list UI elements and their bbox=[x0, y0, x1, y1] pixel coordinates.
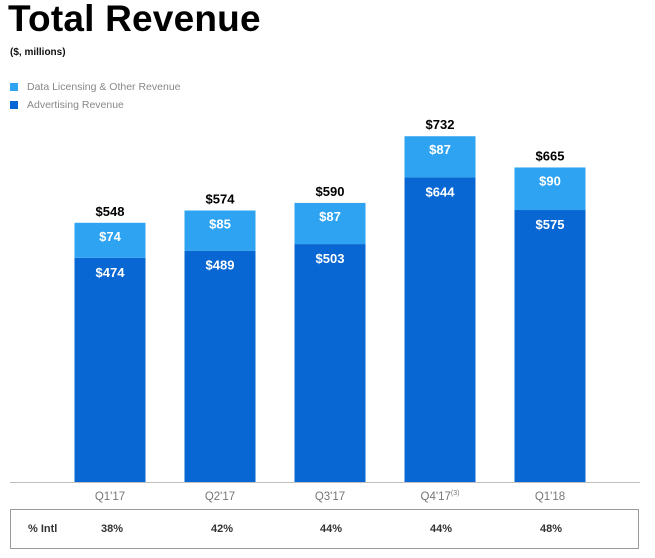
bar-advertising-q3-17 bbox=[294, 244, 366, 482]
label-advertising-q2-17: $489 bbox=[206, 258, 235, 273]
chart-legend: Data Licensing & Other Revenue Advertisi… bbox=[10, 78, 181, 114]
label-total-q1-18: $665 bbox=[536, 148, 565, 163]
x-tick-q3-17: Q3'17 bbox=[315, 491, 345, 503]
label-data-licensing-q1-18: $90 bbox=[539, 173, 561, 188]
label-data-licensing-q4-17: $87 bbox=[429, 142, 451, 157]
label-data-licensing-q2-17: $85 bbox=[209, 216, 231, 231]
x-tick-q1-18: Q1'18 bbox=[535, 491, 565, 503]
label-advertising-q4-17: $644 bbox=[426, 184, 456, 199]
bar-data-licensing-q1-17 bbox=[74, 222, 146, 258]
label-total-q1-17: $548 bbox=[96, 204, 125, 219]
x-tick-footnote-q4-17: (3) bbox=[451, 490, 460, 497]
label-data-licensing-q3-17: $87 bbox=[319, 209, 341, 224]
x-tick-q4-17: Q4'17(3) bbox=[421, 490, 460, 503]
x-tick-q2-17: Q2'17 bbox=[205, 491, 235, 503]
page-title: Total Revenue bbox=[8, 0, 261, 39]
bar-advertising-q2-17 bbox=[184, 250, 256, 482]
intl-value-q1-18: 48% bbox=[539, 523, 563, 535]
label-total-q4-17: $732 bbox=[426, 117, 455, 132]
label-advertising-q1-17: $474 bbox=[96, 265, 126, 280]
bar-data-licensing-q3-17 bbox=[294, 202, 366, 245]
bar-advertising-q4-17 bbox=[404, 177, 476, 482]
intl-value-q3-17: 44% bbox=[319, 523, 343, 535]
intl-value-q1-17: 38% bbox=[100, 523, 124, 535]
legend-swatch-advertising bbox=[10, 101, 18, 109]
revenue-bar-chart: $474 $74 $548 Q1'17 $489 $85 $574 Q2'17 $503 $87 $… bbox=[10, 117, 640, 503]
legend-item-advertising: Advertising Revenue bbox=[10, 96, 181, 114]
bar-advertising-q1-18 bbox=[514, 210, 586, 482]
intl-value-q2-17: 42% bbox=[210, 523, 234, 535]
legend-label-advertising: Advertising Revenue bbox=[27, 99, 124, 111]
x-tick-q1-17: Q1'17 bbox=[95, 491, 125, 503]
label-total-q2-17: $574 bbox=[206, 191, 236, 206]
bar-data-licensing-q2-17 bbox=[184, 210, 256, 251]
bar-data-licensing-q4-17 bbox=[404, 136, 476, 178]
intl-value-q4-17: 44% bbox=[429, 523, 453, 535]
legend-swatch-data-licensing bbox=[10, 83, 18, 91]
intl-row-label: % Intl bbox=[28, 523, 58, 535]
intl-percentage-row: % Intl 38% 42% 44% 44% 48% bbox=[10, 509, 639, 549]
bar-advertising-q1-17 bbox=[74, 257, 146, 482]
label-total-q3-17: $590 bbox=[316, 184, 345, 199]
label-advertising-q1-18: $575 bbox=[536, 217, 565, 232]
bar-data-licensing-q1-18 bbox=[514, 167, 586, 211]
units-subtitle: ($, millions) bbox=[10, 47, 66, 58]
legend-label-data-licensing: Data Licensing & Other Revenue bbox=[27, 81, 181, 93]
label-advertising-q3-17: $503 bbox=[316, 251, 345, 266]
legend-item-data-licensing: Data Licensing & Other Revenue bbox=[10, 78, 181, 96]
label-data-licensing-q1-17: $74 bbox=[99, 229, 121, 244]
